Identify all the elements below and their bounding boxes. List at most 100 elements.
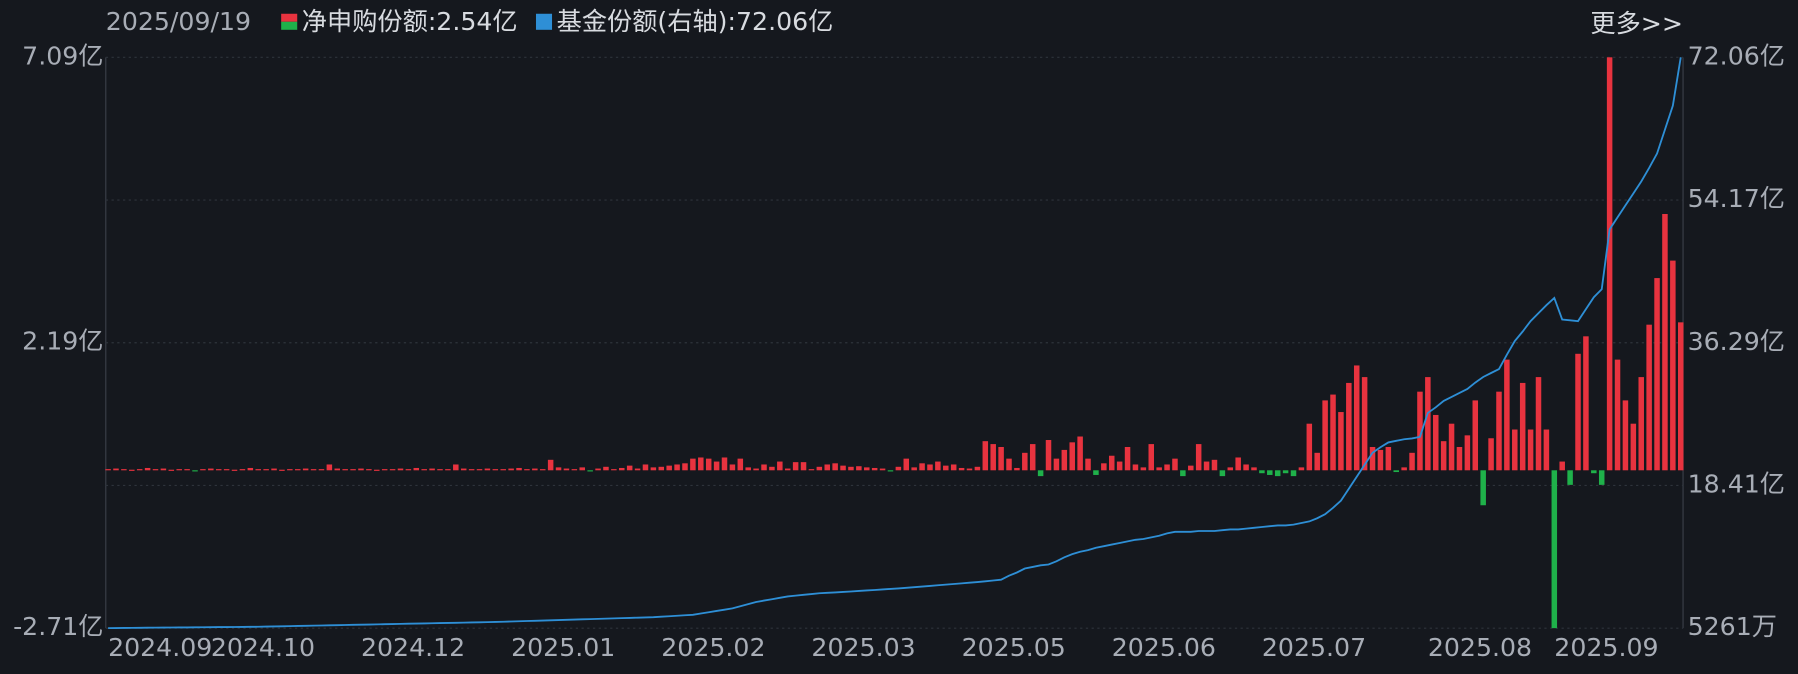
bar — [1353, 365, 1360, 471]
bar — [619, 467, 625, 471]
bar — [1093, 470, 1099, 475]
bar — [674, 464, 680, 471]
legend-item: 基金份额(右轴):72.06亿 — [535, 7, 833, 36]
bar — [935, 461, 941, 471]
bar — [1417, 391, 1423, 471]
bar — [1061, 449, 1068, 471]
bar — [1053, 458, 1060, 471]
bar — [1022, 452, 1028, 471]
bar — [1614, 359, 1621, 471]
bar — [136, 469, 143, 471]
bar — [1006, 458, 1012, 471]
bar — [1029, 444, 1036, 471]
bar — [1606, 57, 1613, 471]
bar — [1488, 438, 1494, 471]
bar — [1519, 382, 1526, 471]
bar — [966, 468, 973, 471]
bar — [1314, 452, 1320, 471]
bar — [176, 469, 182, 471]
bar — [1409, 452, 1415, 471]
bar — [437, 469, 443, 471]
bar — [223, 469, 230, 471]
x-tick-label: 2025.05 — [962, 633, 1066, 662]
bar — [1535, 377, 1542, 471]
bar — [555, 467, 562, 471]
bar — [500, 469, 506, 471]
bar — [903, 458, 910, 471]
bar — [152, 469, 159, 471]
bar — [690, 458, 696, 471]
more-link[interactable]: 更多>> — [1590, 9, 1683, 38]
y2-tick-label: 72.06亿 — [1688, 41, 1785, 70]
bar — [1638, 377, 1644, 471]
bar — [958, 467, 965, 471]
bar — [1045, 440, 1052, 471]
bar — [247, 467, 254, 471]
legend-label: 基金份额(右轴) — [557, 7, 728, 36]
bar — [484, 468, 491, 471]
bar — [1654, 278, 1660, 471]
y2-tick-label: 54.17亿 — [1688, 184, 1785, 213]
bar — [563, 468, 570, 471]
bar — [350, 469, 356, 471]
bar — [453, 464, 459, 471]
bar — [539, 469, 546, 471]
bar — [1496, 391, 1502, 471]
bar — [1575, 353, 1581, 471]
bar — [737, 458, 744, 471]
bar — [1527, 429, 1534, 471]
bar — [1219, 470, 1226, 477]
bar — [745, 467, 751, 471]
bar — [208, 468, 214, 471]
bar — [579, 467, 586, 471]
x-tick-label: 2025.01 — [511, 633, 615, 662]
bar — [1140, 467, 1147, 471]
y2-tick-label: 5261万 — [1688, 612, 1777, 641]
bar — [1591, 470, 1597, 474]
bar — [287, 469, 293, 471]
bar — [1156, 467, 1162, 471]
bar — [1464, 435, 1471, 471]
bar — [366, 469, 372, 471]
bar — [1425, 377, 1431, 471]
bar — [1456, 446, 1463, 471]
y2-tick-label: 36.29亿 — [1688, 327, 1785, 356]
x-tick-label: 2024.10 — [211, 633, 315, 662]
bar — [1148, 444, 1155, 471]
bar — [239, 469, 246, 471]
bar — [1583, 336, 1589, 471]
bar — [200, 469, 206, 471]
bar — [729, 464, 736, 471]
bar — [1567, 470, 1573, 485]
bar — [547, 459, 554, 471]
bar — [1069, 442, 1075, 471]
bar — [1235, 457, 1241, 471]
bar — [334, 468, 341, 471]
bar — [982, 441, 989, 471]
bar — [1433, 414, 1439, 471]
bar — [1306, 423, 1313, 471]
bar — [1195, 444, 1202, 471]
bar — [871, 467, 878, 471]
bar — [840, 465, 846, 471]
bar — [1361, 377, 1368, 471]
bar — [1598, 470, 1605, 485]
bar — [950, 464, 957, 471]
bar — [342, 469, 348, 471]
bar — [302, 468, 309, 471]
bar — [1480, 470, 1486, 506]
bar — [294, 469, 301, 471]
bar — [808, 469, 815, 471]
bar — [1551, 470, 1558, 629]
bar — [1124, 446, 1131, 471]
x-tick-label: 2025.08 — [1428, 633, 1532, 662]
bar — [682, 463, 688, 471]
bar — [1243, 464, 1249, 471]
bar — [1188, 465, 1194, 471]
bar — [1646, 324, 1652, 471]
bar — [1448, 423, 1455, 471]
bar — [698, 457, 704, 471]
